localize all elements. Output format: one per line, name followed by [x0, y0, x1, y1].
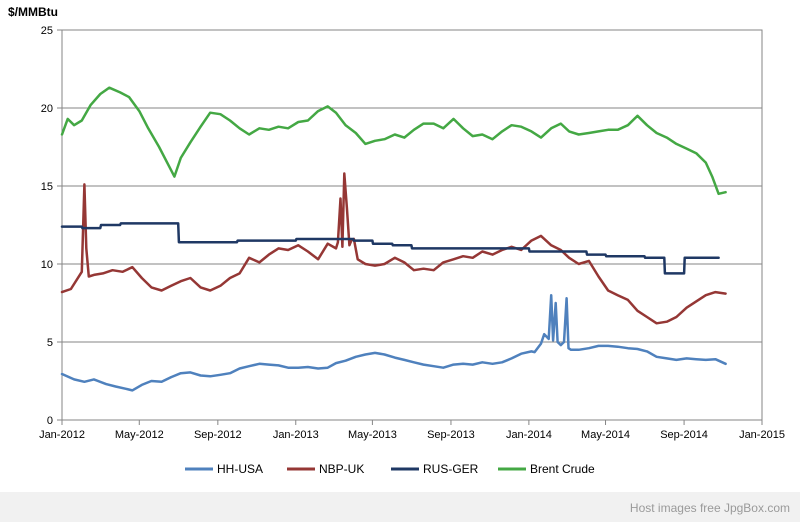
series-line-hh-usa — [60, 293, 727, 392]
y-tick-label-5: 25 — [41, 25, 53, 37]
series-lines — [60, 86, 727, 392]
y-axis: 0 5 10 15 20 25 — [41, 25, 62, 427]
x-tick-label-9: Jan-2015 — [739, 429, 785, 441]
x-tick-label-6: Jan-2014 — [506, 429, 552, 441]
y-axis-label: $/MMBtu — [8, 5, 58, 19]
x-tick-label-1: May-2012 — [115, 429, 164, 441]
footer-text: Host images free JpgBox.com — [629, 501, 790, 515]
legend-label-1: NBP-UK — [319, 462, 364, 476]
x-tick-label-2: Sep-2012 — [194, 429, 242, 441]
x-tick-label-3: Jan-2013 — [273, 429, 319, 441]
series-line-rus-ger — [60, 222, 720, 275]
x-tick-label-0: Jan-2012 — [39, 429, 85, 441]
gridlines — [62, 29, 762, 343]
y-tick-label-3: 15 — [41, 181, 53, 193]
legend-label-0: HH-USA — [217, 462, 263, 476]
x-axis: Jan-2012 May-2012 Sep-2012 Jan-2013 May-2013… — [39, 420, 785, 441]
y-tick-label-4: 20 — [41, 103, 53, 115]
x-tick-label-8: Sep-2014 — [660, 429, 708, 441]
legend-label-3: Brent Crude — [530, 462, 595, 476]
y-tick-label-1: 5 — [47, 337, 53, 349]
x-tick-label-4: May-2013 — [348, 429, 397, 441]
x-tick-label-7: May-2014 — [581, 429, 630, 441]
x-tick-label-5: Sep-2013 — [427, 429, 475, 441]
y-tick-label-0: 0 — [47, 415, 53, 427]
y-tick-label-2: 10 — [41, 259, 53, 271]
legend: HH-USA NBP-UK RUS-GER Brent Crude — [185, 462, 595, 476]
series-line-brent-crude — [60, 86, 727, 196]
legend-label-2: RUS-GER — [423, 462, 479, 476]
footer-bar: Host images free JpgBox.com — [0, 492, 800, 522]
